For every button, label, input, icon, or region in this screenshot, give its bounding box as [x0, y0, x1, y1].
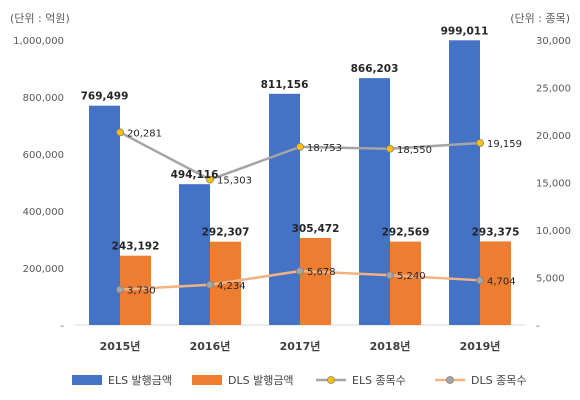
line-data-label: 19,159	[487, 139, 522, 150]
bar-els-amount	[449, 40, 480, 326]
line-marker-els	[476, 139, 484, 147]
legend-label: DLS 발행금액	[228, 374, 294, 387]
bar-els-amount	[89, 105, 120, 326]
bar-data-label: 243,192	[112, 241, 160, 253]
right-axis-unit-label: (단위 : 종목)	[510, 12, 570, 25]
line-marker-els	[206, 175, 214, 184]
x-axis-category-label: 2018년	[370, 339, 411, 353]
left-axis-tick-label: 400,000	[23, 207, 64, 218]
bar-dls-amount	[390, 241, 421, 325]
x-axis-category-label: 2016년	[190, 339, 231, 353]
line-data-label: 18,753	[307, 143, 342, 154]
bar-data-label: 999,011	[441, 25, 489, 37]
bar-els-amount	[179, 184, 210, 325]
line-data-label: 18,550	[397, 145, 432, 156]
right-axis-tick-label: 30,000	[536, 36, 571, 47]
legend-label: ELS 종목수	[352, 374, 406, 387]
bar-data-label: 292,307	[202, 227, 250, 239]
bar-dls-amount	[300, 237, 331, 325]
left-axis-unit-label: (단위 : 억원)	[10, 12, 70, 25]
legend-label: ELS 발행금액	[108, 374, 172, 387]
bar-data-label: 292,569	[382, 227, 430, 239]
right-axis-tick-label: -	[536, 321, 540, 332]
right-axis-tick-label: 10,000	[536, 226, 571, 237]
left-axis-tick-label: 200,000	[23, 264, 64, 275]
line-data-label: 4,234	[217, 281, 246, 292]
left-axis-tick-label: 600,000	[23, 150, 64, 161]
left-axis-tick-label: 800,000	[23, 93, 64, 104]
bar-data-label: 305,472	[292, 223, 340, 235]
right-axis-tick-label: 20,000	[536, 131, 571, 142]
line-marker-dls	[296, 267, 304, 275]
legend-swatch	[192, 375, 222, 385]
line-data-label: 3,730	[127, 286, 156, 297]
bar-data-label: 811,156	[261, 79, 309, 91]
right-axis-tick-label: 15,000	[536, 179, 571, 190]
left-axis-tick-label: 1,000,000	[13, 36, 64, 47]
line-data-label: 5,240	[397, 271, 426, 282]
legend-marker	[446, 376, 454, 384]
left-axis-tick-label: -	[60, 321, 64, 332]
line-data-label: 20,281	[127, 128, 162, 139]
bar-data-label: 769,499	[81, 91, 129, 103]
line-marker-dls	[206, 280, 214, 289]
x-axis-category-label: 2015년	[100, 339, 141, 353]
bar-dls-amount	[480, 241, 511, 325]
x-axis-category-label: 2019년	[460, 339, 501, 353]
bar-data-label: 494,116	[171, 169, 219, 181]
bar-els-amount	[359, 78, 390, 326]
bar-data-label: 866,203	[351, 63, 399, 75]
line-data-label: 5,678	[307, 267, 336, 278]
line-marker-els	[386, 144, 394, 153]
right-axis-tick-label: 25,000	[536, 84, 571, 95]
line-marker-els	[116, 128, 124, 137]
legend-swatch	[72, 375, 102, 385]
line-marker-dls	[116, 285, 124, 294]
line-marker-dls	[476, 276, 484, 285]
bar-els-amount	[269, 93, 300, 325]
x-axis-category-label: 2017년	[280, 339, 321, 353]
right-axis-tick-label: 5,000	[536, 274, 565, 285]
legend-label: DLS 종목수	[471, 374, 526, 387]
legend-marker	[327, 376, 335, 384]
line-data-label: 15,303	[217, 176, 252, 187]
line-data-label: 4,704	[487, 276, 516, 287]
line-marker-dls	[386, 271, 394, 280]
bar-data-label: 293,375	[472, 226, 520, 238]
line-marker-els	[296, 142, 304, 151]
